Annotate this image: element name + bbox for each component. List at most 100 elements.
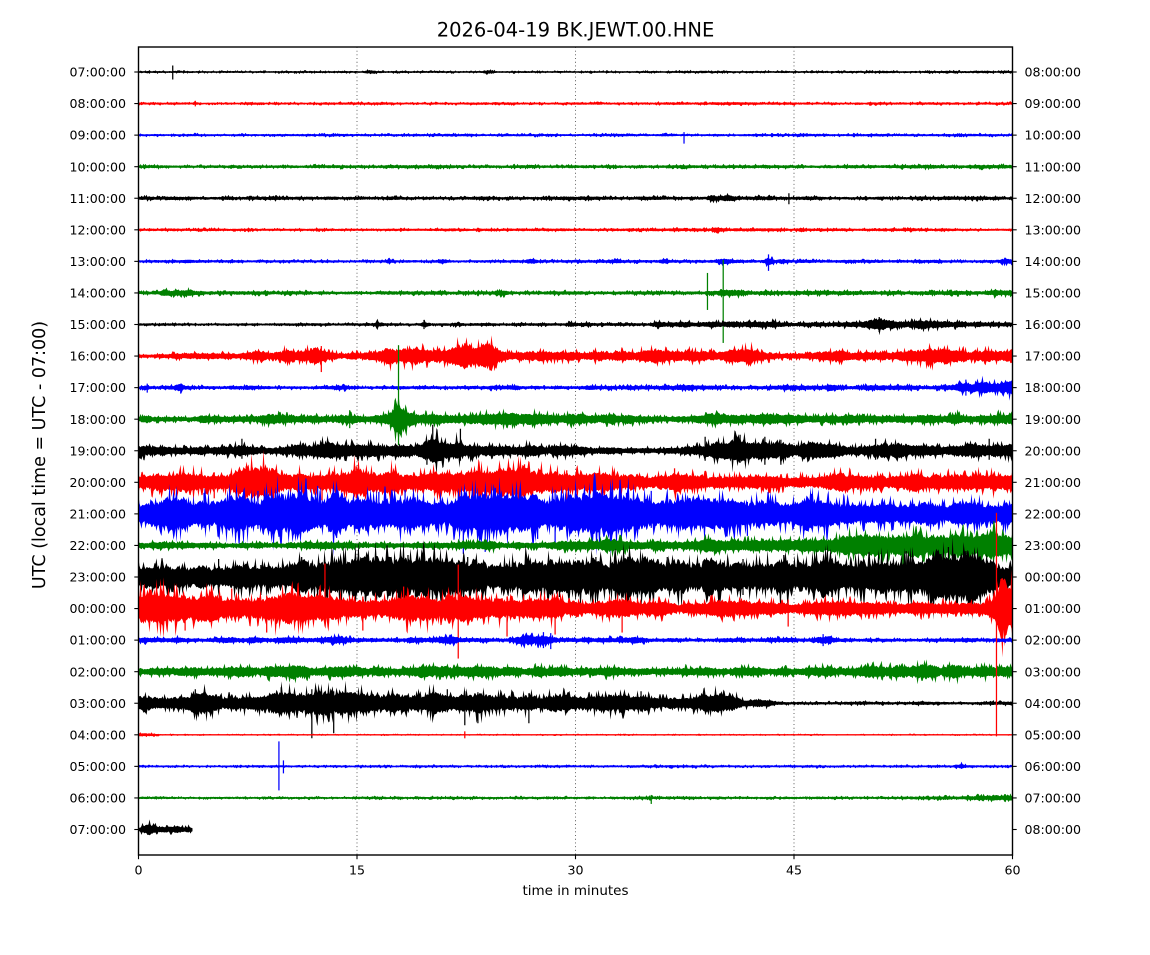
left-tick-label-9: 16:00:00 xyxy=(69,349,126,364)
waveform-19:00:00 xyxy=(138,428,1013,476)
right-tick-label-3: 11:00:00 xyxy=(1025,159,1082,174)
waveform-12:00:00 xyxy=(138,226,1013,234)
waveform-21:00:00 xyxy=(138,472,1013,557)
left-tick-label-8: 15:00:00 xyxy=(69,317,126,332)
right-tick-label-2: 10:00:00 xyxy=(1025,128,1082,143)
left-tick-label-5: 12:00:00 xyxy=(69,222,126,237)
trace-row-1700-utc xyxy=(138,375,1013,401)
left-tick-label-21: 04:00:00 xyxy=(69,727,126,742)
chart-title: 2026-04-19 BK.JEWT.00.HNE xyxy=(437,19,715,42)
tick-labels: 07:00:00 08:00:00 08:00:00 09:00:00 09:00:00… xyxy=(69,65,1081,878)
left-tick-label-4: 11:00:00 xyxy=(69,191,126,206)
trace-row-0600-utc xyxy=(138,793,1013,804)
left-tick-label-7: 14:00:00 xyxy=(69,286,126,301)
waveform-11:00:00 xyxy=(138,192,1013,204)
trace-row-1300-utc xyxy=(138,254,1013,271)
waveform-09:00:00 xyxy=(138,132,1013,138)
right-tick-label-15: 23:00:00 xyxy=(1025,538,1082,553)
right-tick-label-17: 01:00:00 xyxy=(1025,601,1082,616)
right-tick-label-12: 20:00:00 xyxy=(1025,443,1082,458)
right-tick-label-8: 16:00:00 xyxy=(1025,317,1082,332)
waveform-05:00:00 xyxy=(138,761,1013,770)
trace-row-0400-utc xyxy=(138,512,1013,739)
waveform-traces xyxy=(138,65,1013,836)
trace-row-2200-utc xyxy=(138,520,1013,568)
trace-row-1200-utc xyxy=(138,226,1013,234)
trace-row-0700-utc xyxy=(138,819,193,836)
waveform-03:00:00 xyxy=(138,680,1013,727)
trace-row-2300-utc xyxy=(138,536,1013,620)
x-tick-label-45: 45 xyxy=(786,863,802,878)
left-tick-label-16: 23:00:00 xyxy=(69,570,126,585)
waveform-08:00:00 xyxy=(138,101,1013,107)
left-tick-label-10: 17:00:00 xyxy=(69,380,126,395)
trace-row-2100-utc xyxy=(138,472,1013,557)
x-tick-label-15: 15 xyxy=(349,863,365,878)
tick-marks xyxy=(134,71,1017,860)
waveform-15:00:00 xyxy=(138,317,1013,336)
y-axis-label: UTC (local time = UTC - 07:00) xyxy=(30,321,50,589)
trace-row-0100-utc xyxy=(138,632,1013,650)
waveform-06:00:00 xyxy=(138,793,1013,803)
right-tick-label-20: 04:00:00 xyxy=(1025,696,1082,711)
waveform-13:00:00 xyxy=(138,256,1013,268)
waveform-01:00:00 xyxy=(138,632,1013,649)
waveform-02:00:00 xyxy=(138,659,1013,685)
left-tick-label-17: 00:00:00 xyxy=(69,601,126,616)
left-tick-label-14: 21:00:00 xyxy=(69,506,126,521)
left-tick-label-18: 01:00:00 xyxy=(69,633,126,648)
right-tick-label-4: 12:00:00 xyxy=(1025,191,1082,206)
left-tick-label-0: 07:00:00 xyxy=(69,65,126,80)
left-tick-label-19: 02:00:00 xyxy=(69,664,126,679)
right-tick-label-23: 07:00:00 xyxy=(1025,791,1082,806)
right-tick-label-16: 00:00:00 xyxy=(1025,570,1082,585)
trace-row-0900-utc xyxy=(138,132,1013,144)
waveform-10:00:00 xyxy=(138,163,1013,171)
trace-row-0700-utc xyxy=(138,65,1013,80)
trace-row-1800-utc xyxy=(138,345,1013,446)
left-tick-label-22: 05:00:00 xyxy=(69,759,126,774)
trace-row-1500-utc xyxy=(138,317,1013,336)
trace-row-0200-utc xyxy=(138,659,1013,685)
left-tick-label-1: 08:00:00 xyxy=(69,96,126,111)
x-tick-label-0: 0 xyxy=(134,863,142,878)
right-tick-label-0: 08:00:00 xyxy=(1025,65,1082,80)
left-tick-label-11: 18:00:00 xyxy=(69,412,126,427)
right-tick-label-21: 05:00:00 xyxy=(1025,727,1082,742)
waveform-14:00:00 xyxy=(138,287,1013,299)
waveform-16:00:00 xyxy=(138,335,1013,372)
trace-row-0300-utc xyxy=(138,680,1013,739)
x-axis-label: time in minutes xyxy=(522,883,628,899)
right-tick-label-19: 03:00:00 xyxy=(1025,664,1082,679)
waveform-00:00:00 xyxy=(138,569,1013,658)
right-tick-label-7: 15:00:00 xyxy=(1025,286,1082,301)
trace-row-1000-utc xyxy=(138,163,1013,171)
waveform-22:00:00 xyxy=(138,520,1013,568)
waveform-23:00:00 xyxy=(138,536,1013,620)
right-tick-label-22: 06:00:00 xyxy=(1025,759,1082,774)
trace-row-0000-utc xyxy=(138,563,1013,659)
right-tick-label-13: 21:00:00 xyxy=(1025,475,1082,490)
left-tick-label-15: 22:00:00 xyxy=(69,538,126,553)
trace-row-0800-utc xyxy=(138,100,1013,107)
left-tick-label-23: 06:00:00 xyxy=(69,791,126,806)
right-tick-label-18: 02:00:00 xyxy=(1025,633,1082,648)
waveform-07:00:00 xyxy=(138,819,193,836)
x-tick-label-60: 60 xyxy=(1004,863,1020,878)
right-tick-label-14: 22:00:00 xyxy=(1025,506,1082,521)
trace-row-1600-utc xyxy=(138,335,1013,373)
left-tick-label-3: 10:00:00 xyxy=(69,159,126,174)
waveform-18:00:00 xyxy=(138,393,1013,443)
x-tick-label-30: 30 xyxy=(567,863,583,878)
waveform-04:00:00 xyxy=(138,732,1013,738)
trace-row-0500-utc xyxy=(138,741,1013,791)
waveform-07:00:00 xyxy=(138,69,1013,75)
right-tick-label-6: 14:00:00 xyxy=(1025,254,1082,269)
right-tick-label-24: 08:00:00 xyxy=(1025,822,1082,837)
right-tick-label-5: 13:00:00 xyxy=(1025,222,1082,237)
left-tick-label-12: 19:00:00 xyxy=(69,443,126,458)
waveform-17:00:00 xyxy=(138,375,1013,401)
right-tick-label-1: 09:00:00 xyxy=(1025,96,1082,111)
